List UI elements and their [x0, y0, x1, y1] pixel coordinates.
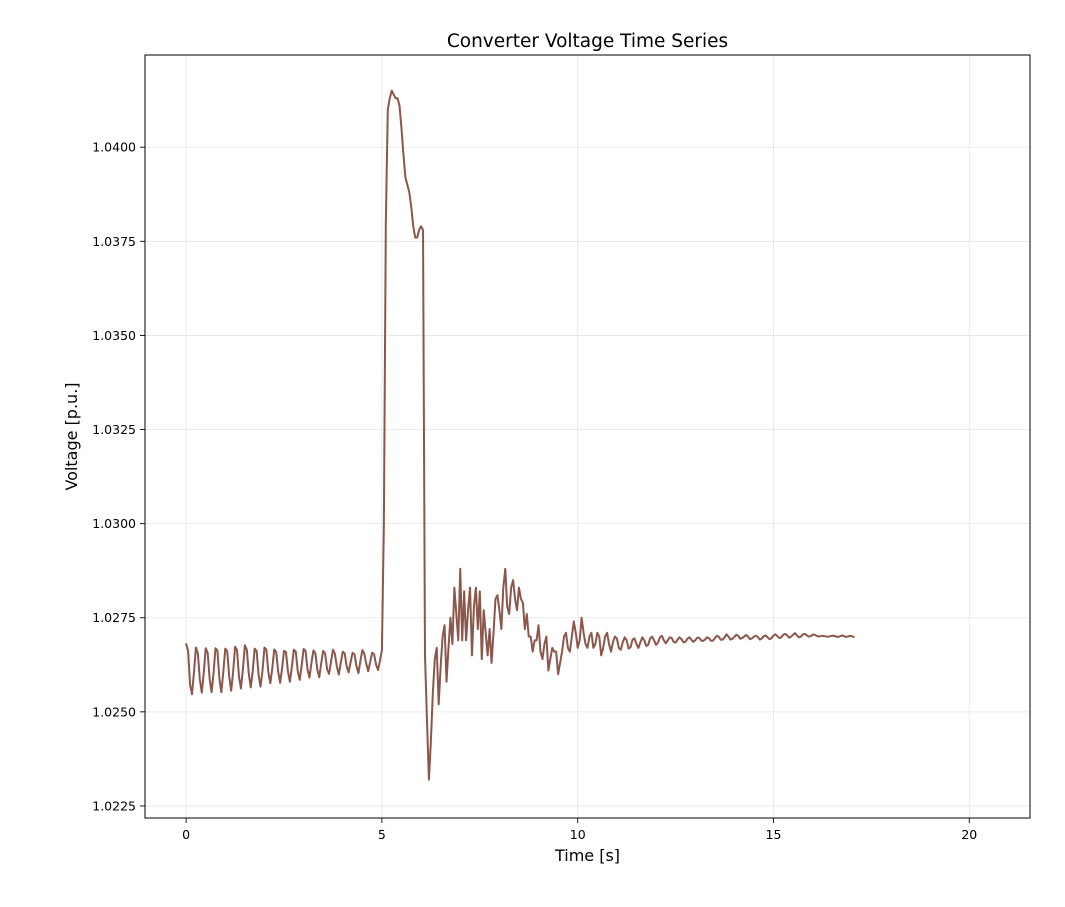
chart-title: Converter Voltage Time Series [447, 31, 728, 52]
x-tick-label: 0 [182, 827, 190, 842]
x-tick-label: 20 [961, 827, 977, 842]
voltage-series-line [185, 89, 855, 781]
y-tick-label: 1.0275 [92, 610, 136, 625]
plot-frame [144, 54, 1031, 819]
y-tick-label: 1.0225 [92, 798, 136, 813]
grid [145, 55, 1030, 818]
y-tick-label: 1.0300 [92, 516, 136, 531]
x-axis-title: Time [s] [554, 846, 620, 865]
y-tick-label: 1.0400 [92, 140, 136, 155]
x-tick-label: 5 [378, 827, 386, 842]
x-tick-label: 10 [570, 827, 586, 842]
ticks: 0 5 10 15 20 1.0225 1.0250 1.0275 1.0300 1.0325 1.… [92, 140, 977, 842]
series-layer [185, 89, 855, 781]
y-tick-label: 1.0250 [92, 704, 136, 719]
x-tick-label: 15 [766, 827, 782, 842]
y-axis-title: Voltage [p.u.] [62, 382, 81, 490]
y-tick-label: 1.0325 [92, 422, 136, 437]
y-tick-label: 1.0350 [92, 328, 136, 343]
y-tick-label: 1.0375 [92, 234, 136, 249]
